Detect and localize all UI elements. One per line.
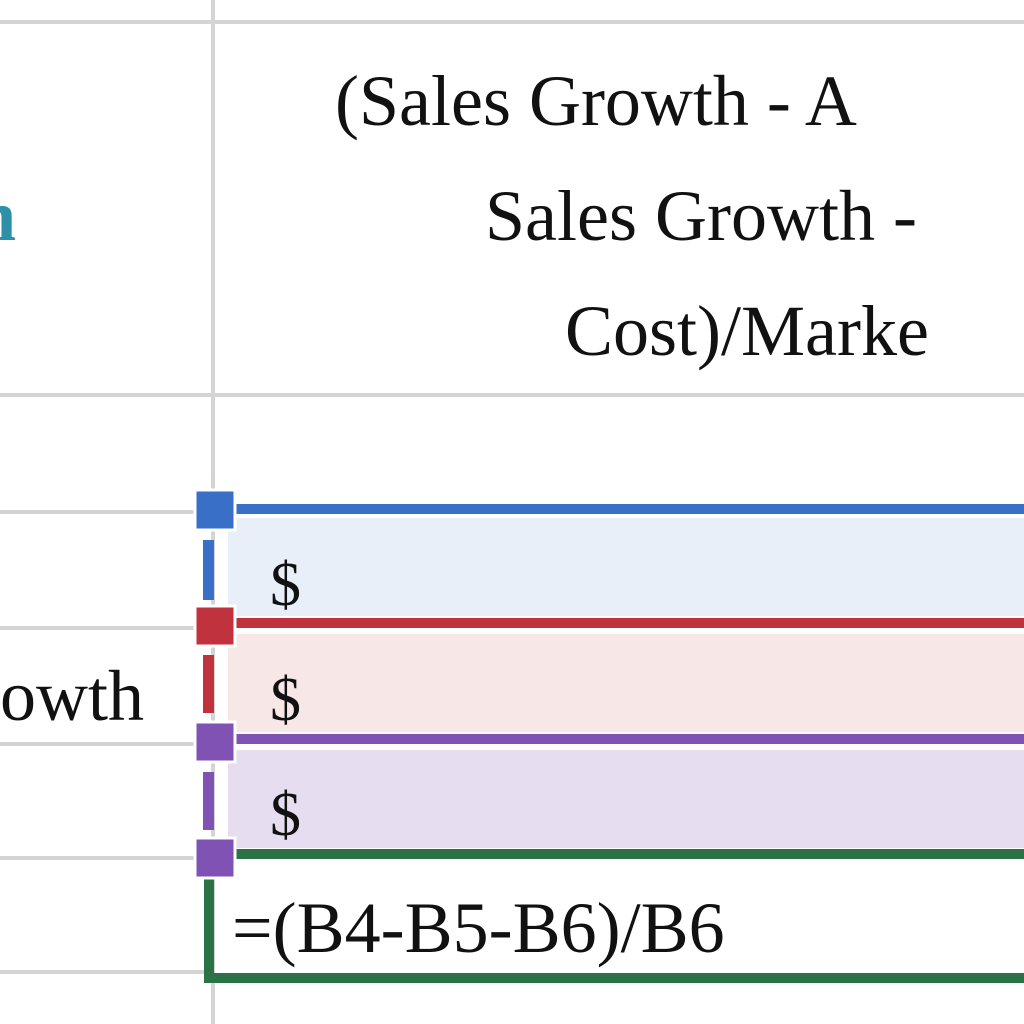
range-border xyxy=(235,618,1024,628)
row-label: owth xyxy=(0,656,144,736)
range-handle[interactable] xyxy=(193,488,237,532)
range-handle[interactable] xyxy=(193,604,237,648)
currency-cell[interactable]: $ xyxy=(270,551,301,619)
range-b6 xyxy=(228,750,1024,848)
edit-cell-border xyxy=(204,849,1024,983)
range-handle[interactable] xyxy=(193,720,237,764)
range-border xyxy=(235,504,1024,514)
header-line: Sales Growth - xyxy=(485,176,917,256)
currency-cell[interactable]: $ xyxy=(270,781,301,849)
header-line: (Sales Growth - A xyxy=(335,61,857,141)
range-b4 xyxy=(228,518,1024,616)
range-handle[interactable] xyxy=(193,836,237,880)
header-line: Cost)/Marke xyxy=(565,291,929,371)
range-border xyxy=(203,772,214,830)
column-a-header[interactable]: n xyxy=(0,176,16,256)
range-border xyxy=(203,540,214,600)
range-border xyxy=(203,655,214,713)
formula-cell[interactable]: =(B4-B5-B6)/B6 xyxy=(232,888,725,968)
range-border xyxy=(235,734,1024,744)
currency-cell[interactable]: $ xyxy=(270,666,301,734)
range-b5 xyxy=(228,634,1024,732)
